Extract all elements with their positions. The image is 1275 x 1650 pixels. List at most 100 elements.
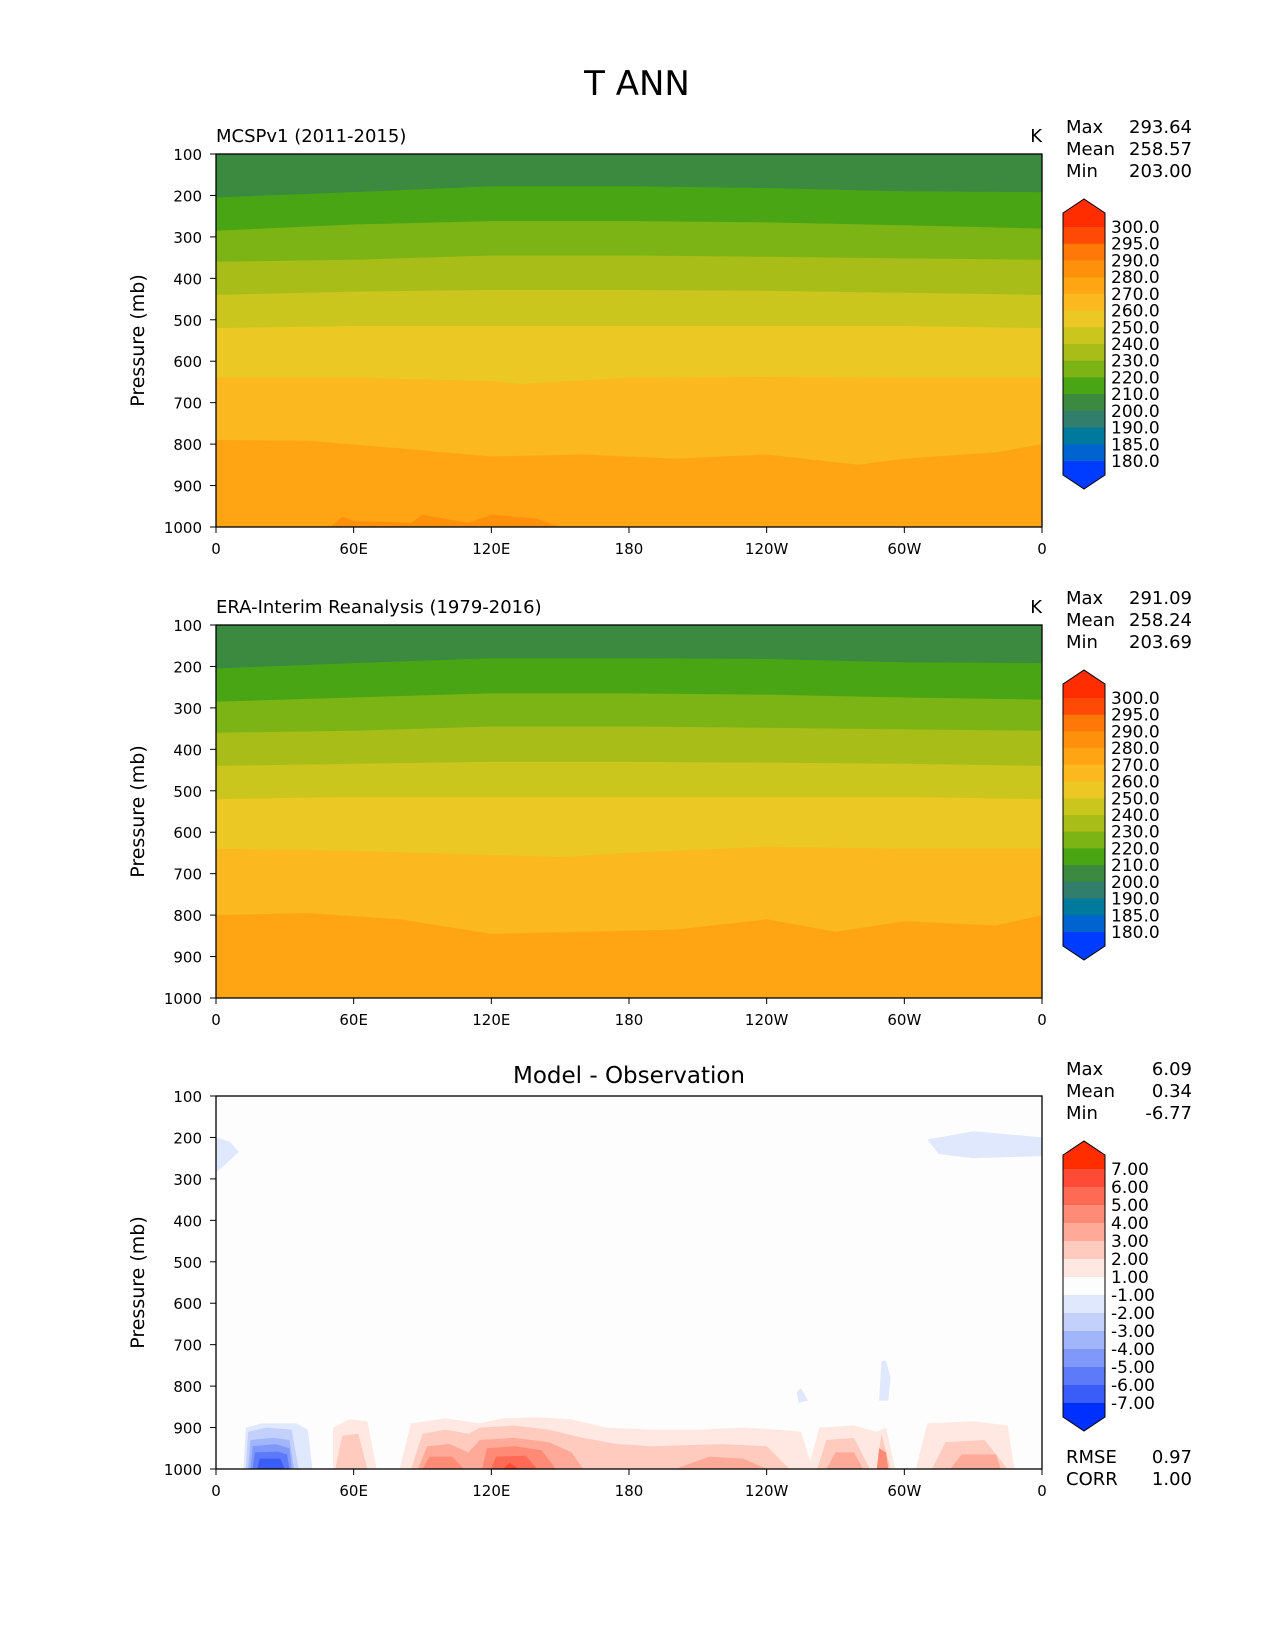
colorbar-label: 4.00 [1111, 1214, 1149, 1234]
stat-value: 203.69 [1129, 632, 1192, 653]
contour-region [335, 1433, 368, 1469]
x-tick-label: 0 [1037, 540, 1047, 558]
colorbar-segment [1063, 1385, 1105, 1404]
colorbar-label: 210.0 [1111, 856, 1160, 876]
y-tick-label: 900 [173, 478, 202, 496]
y-tick-label: 800 [173, 907, 202, 925]
colorbar-label: -3.00 [1111, 1322, 1155, 1342]
contour-band [216, 514, 1042, 527]
y-tick-label: 400 [173, 1212, 202, 1230]
figure-title: T ANN [583, 64, 690, 104]
colorbar-segment [1063, 1331, 1105, 1350]
contour-background [216, 1096, 1042, 1469]
colorbar-outline [1062, 198, 1106, 490]
panel-2-units: K [1030, 597, 1043, 618]
contour-region [216, 1137, 239, 1173]
panel-3-plot-area [216, 1096, 1042, 1469]
panel-1-x-ticks: 0 60E 120E 180 120W 60W 0 [211, 527, 1047, 558]
panel-2: ERA-Interim Reanalysis (1979-2016) K Pre… [127, 588, 1192, 1029]
panel-3-error-stats: RMSE 0.97 CORR 1.00 [1066, 1447, 1192, 1490]
x-tick-label: 120E [472, 540, 510, 558]
x-tick-label: 120W [745, 540, 789, 558]
colorbar-extend-min [1063, 1403, 1105, 1431]
colorbar-segment [1063, 427, 1105, 445]
contour-region [491, 1455, 538, 1469]
colorbar-segment [1063, 243, 1105, 262]
colorbar-segment [1063, 915, 1105, 933]
colorbar-label: 240.0 [1111, 806, 1160, 826]
x-tick-label: 60E [339, 1482, 368, 1500]
stat-value: 1.00 [1152, 1469, 1192, 1490]
colorbar-segment [1063, 394, 1105, 412]
colorbar-label: 3.00 [1111, 1232, 1149, 1252]
panel-1-units: K [1030, 126, 1043, 147]
colorbar-label: 260.0 [1111, 302, 1160, 322]
colorbar-segment [1063, 731, 1105, 749]
stat-value: 258.24 [1129, 610, 1192, 631]
contour-region [796, 1388, 808, 1403]
colorbar-segment [1063, 310, 1105, 328]
x-tick-label: 60E [339, 540, 368, 558]
colorbar-label: 290.0 [1111, 722, 1160, 742]
stat-label: Min [1066, 161, 1098, 182]
colorbar-extend-max [1063, 670, 1105, 698]
panel-1-plot-area [216, 154, 1042, 527]
colorbar-segment [1063, 444, 1105, 462]
colorbar-label: 230.0 [1111, 352, 1160, 372]
colorbar-segment [1063, 1205, 1105, 1224]
y-tick-label: 200 [173, 187, 202, 205]
y-tick-label: 200 [173, 1129, 202, 1147]
panel-2-x-ticks: 0 60E 120E 180 120W 60W 0 [211, 998, 1047, 1029]
y-tick-label: 600 [173, 1295, 202, 1313]
stat-label: Mean [1066, 610, 1115, 631]
colorbar-segment [1063, 327, 1105, 345]
colorbar-segment [1063, 781, 1105, 799]
y-tick-label: 800 [173, 1378, 202, 1396]
colorbar-label: 210.0 [1111, 385, 1160, 405]
contour-region [422, 1456, 464, 1469]
colorbar-segment [1063, 277, 1105, 295]
x-tick-label: 0 [211, 1482, 221, 1500]
colorbar-extend-max [1063, 199, 1105, 227]
colorbar-label: 220.0 [1111, 839, 1160, 859]
y-tick-label: 600 [173, 824, 202, 842]
colorbar-segment [1063, 377, 1105, 395]
colorbar-label: 295.0 [1111, 706, 1160, 726]
y-tick-label: 500 [173, 312, 202, 330]
y-tick-label: 100 [173, 146, 202, 164]
colorbar-label: 220.0 [1111, 368, 1160, 388]
colorbar-label: 295.0 [1111, 235, 1160, 255]
colorbar-label: 7.00 [1111, 1160, 1149, 1180]
stat-value: 6.09 [1152, 1059, 1192, 1080]
x-tick-label: 180 [615, 1011, 644, 1029]
y-tick-label: 400 [173, 270, 202, 288]
contour-region [674, 1456, 767, 1469]
colorbar-segment [1063, 831, 1105, 850]
panel-2-plot-area [216, 625, 1042, 998]
y-tick-label: 500 [173, 1254, 202, 1272]
colorbar-segment [1063, 227, 1105, 245]
x-tick-label: 60E [339, 1011, 368, 1029]
colorbar-label: -2.00 [1111, 1304, 1155, 1324]
colorbar-segment [1063, 1259, 1105, 1278]
colorbar-outline [1062, 669, 1106, 961]
colorbar-outline [1062, 1140, 1106, 1432]
y-tick-label: 300 [173, 229, 202, 247]
colorbar-label: 260.0 [1111, 773, 1160, 793]
y-tick-label: 500 [173, 783, 202, 801]
colorbar-label: 200.0 [1111, 873, 1160, 893]
x-tick-label: 0 [211, 1011, 221, 1029]
x-tick-label: 120E [472, 1011, 510, 1029]
colorbar-label: 300.0 [1111, 689, 1160, 709]
stat-label: RMSE [1066, 1447, 1117, 1468]
contour-region [879, 1360, 891, 1401]
colorbar-segment [1063, 360, 1105, 379]
contour-region [502, 1462, 519, 1469]
stat-value: 203.00 [1129, 161, 1192, 182]
colorbar-label: 280.0 [1111, 739, 1160, 759]
colorbar-label: 290.0 [1111, 251, 1160, 271]
y-tick-label: 700 [173, 395, 202, 413]
y-tick-label: 400 [173, 741, 202, 759]
colorbar-label: 250.0 [1111, 789, 1160, 809]
colorbar-label: 190.0 [1111, 419, 1160, 439]
